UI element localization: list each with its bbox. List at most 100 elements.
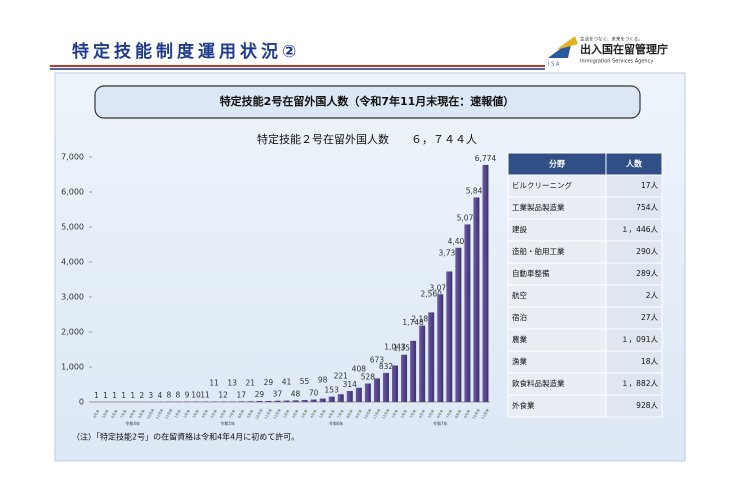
value-label: 48 <box>291 389 301 398</box>
bar <box>283 401 289 402</box>
cell-text: 飲食料品製造業 <box>512 378 565 388</box>
year-label: 令和7年 <box>433 420 448 426</box>
y-tick-label: 4,000 <box>61 258 84 267</box>
value-label: 3 <box>148 391 153 400</box>
value-label: 70 <box>309 389 319 398</box>
bar <box>383 373 389 402</box>
note: （注）「特定技能2号」の在留資格は令和4年4月に初めて許可。 <box>72 432 299 442</box>
value-label: 1 <box>130 391 135 400</box>
bar <box>302 400 308 402</box>
bar <box>329 397 335 402</box>
cell-text: 農業 <box>512 334 527 344</box>
bar <box>410 341 416 402</box>
bar <box>256 401 262 402</box>
value-label: 29 <box>264 378 274 387</box>
y-tick-label: 3,000 <box>61 293 84 302</box>
value-label: 98 <box>318 376 328 385</box>
cell-text: 928人 <box>636 401 658 410</box>
y-tick-label: 2,000 <box>61 328 84 337</box>
bar <box>392 365 398 402</box>
cell-text: 造船・舶用工業 <box>512 246 565 256</box>
bar <box>356 388 362 402</box>
logo-text: I S A <box>548 62 560 68</box>
y-tick-label: 5,000 <box>61 223 84 232</box>
y-tick-label: 1,000 <box>61 363 84 372</box>
bar <box>238 401 244 402</box>
value-label: 11 <box>200 391 210 400</box>
value-label: 11 <box>209 379 219 388</box>
bar <box>437 294 443 402</box>
bar <box>293 400 299 402</box>
value-label: 21 <box>246 378 256 387</box>
value-label: 41 <box>282 378 292 387</box>
bar <box>311 400 317 402</box>
year-label: 令和6年 <box>329 420 344 426</box>
agency-en: Immigration Services Agency <box>580 59 653 65</box>
cell-text: 17人 <box>641 181 659 190</box>
value-label: 6,774 <box>475 154 497 163</box>
value-label: 314 <box>343 380 358 389</box>
cell-text: 754人 <box>636 203 658 212</box>
value-label: 2 <box>139 391 144 400</box>
bar <box>347 391 353 402</box>
value-label: 8 <box>176 391 181 400</box>
cell-text: 宿泊 <box>512 312 527 322</box>
value-label: 13 <box>227 379 237 388</box>
cell-text: 289人 <box>636 269 658 278</box>
value-label: 221 <box>334 371 349 380</box>
slogan: 生活をつなぐ、未来をつくる。 <box>580 36 643 43</box>
cell-text: 漁業 <box>512 356 527 366</box>
value-label: 37 <box>273 390 283 399</box>
cell-text: 自動車整備 <box>512 268 550 278</box>
header-text: 分野 <box>549 159 565 169</box>
cell-text: 建設 <box>512 224 527 234</box>
value-label: 55 <box>300 377 310 386</box>
year-label: 令和5年 <box>220 420 235 426</box>
slide-title: 特定技能制度運用状況② <box>72 41 300 62</box>
cell-text: １，446人 <box>621 225 658 234</box>
value-label: 17 <box>236 390 246 399</box>
y-tick-label: 0 <box>79 398 84 407</box>
cell-text: 航空 <box>512 290 527 300</box>
agency-name: 出入国在留管理庁 <box>580 42 668 56</box>
cell-text: ビルクリーニング <box>512 180 572 190</box>
cell-text: 外食業 <box>512 400 535 410</box>
value-label: 1 <box>121 391 126 400</box>
cell-text: １，091人 <box>621 335 658 344</box>
bar <box>338 394 344 402</box>
header-text: 人数 <box>626 159 643 169</box>
bar <box>455 248 461 402</box>
year-label: 令和4年 <box>125 420 140 426</box>
cell-text: 工業製品製造業 <box>512 202 565 212</box>
cell-text: 27人 <box>641 313 659 322</box>
bar <box>428 312 434 402</box>
y-tick-label: 7,000 <box>61 153 84 162</box>
value-label: 1 <box>103 391 108 400</box>
cell-text: 2人 <box>646 291 659 300</box>
value-label: 1 <box>94 391 99 400</box>
value-label: 153 <box>325 386 340 395</box>
bar <box>320 399 326 402</box>
value-label: 29 <box>255 390 265 399</box>
cell-text: １，882人 <box>621 379 658 388</box>
y-tick-label: 6,000 <box>61 188 84 197</box>
cell-text: 290人 <box>636 247 658 256</box>
value-label: 9 <box>185 391 190 400</box>
bar <box>265 401 271 402</box>
value-label: 832 <box>379 362 394 371</box>
bar <box>473 197 479 402</box>
bar <box>374 378 380 402</box>
chart-title: 特定技能２号在留外国人数 ６，７４４人 <box>257 132 477 146</box>
value-label: 528 <box>361 373 376 382</box>
value-label: 12 <box>218 391 228 400</box>
bar <box>274 401 280 402</box>
bar <box>247 401 253 402</box>
bar <box>365 384 371 402</box>
value-label: 8 <box>166 391 171 400</box>
cell-text: 18人 <box>641 357 659 366</box>
bar <box>446 271 452 402</box>
bar <box>401 355 407 402</box>
